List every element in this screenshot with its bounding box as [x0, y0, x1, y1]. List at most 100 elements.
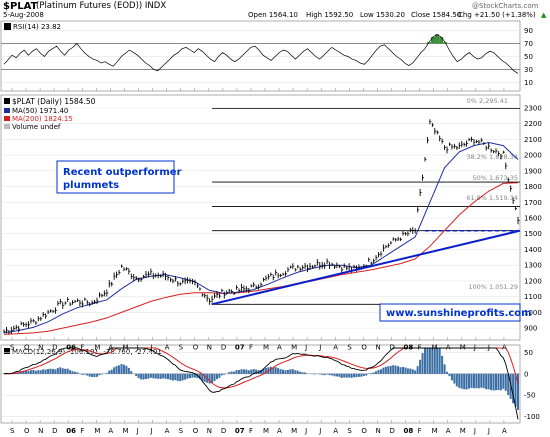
x-tick-label: A — [502, 427, 507, 435]
macd-histogram-bar — [414, 370, 417, 374]
macd-histogram — [5, 348, 519, 410]
macd-histogram-bar — [404, 367, 407, 374]
macd-histogram-bar — [176, 373, 179, 381]
macd-histogram-bar — [215, 373, 218, 380]
macd-histogram-bar — [120, 363, 123, 374]
macd-histogram-bar — [282, 369, 285, 374]
macd-histogram-bar — [277, 368, 280, 374]
macd-histogram-bar — [108, 370, 111, 374]
macd-histogram-bar — [211, 373, 214, 383]
x-tick-label-mid: N — [375, 344, 380, 352]
x-tick-label-mid: M — [122, 344, 128, 352]
volume-legend-swatch — [4, 124, 10, 129]
rsi-y-axis: 90 70 50 30 10 — [524, 27, 533, 87]
rsi-tick-label: 50 — [524, 53, 533, 61]
macd-histogram-bar — [433, 348, 436, 374]
macd-histogram-bar — [419, 359, 422, 374]
rsi-panel: RSI(14) 23.82 90 70 50 30 10 — [0, 20, 533, 92]
x-tick-label-mid: A — [333, 344, 338, 352]
macd-histogram-bar — [389, 365, 392, 374]
macd-histogram-bar — [125, 365, 128, 374]
x-tick-label: F — [80, 427, 84, 435]
x-tick-label: S — [10, 427, 15, 435]
macd-histogram-bar — [460, 373, 463, 389]
macd-histogram-bar — [468, 373, 471, 389]
chart-header: $PLAT (Platinum Futures (EOD)) INDX 5-Au… — [3, 1, 547, 19]
macd-histogram-bar — [492, 373, 495, 391]
macd-histogram-bar — [507, 373, 510, 396]
macd-histogram-bar — [499, 373, 502, 391]
price-tick-label: 2100 — [524, 136, 542, 144]
macd-histogram-bar — [88, 373, 91, 377]
x-tick-label: J — [136, 427, 139, 435]
macd-histogram-bar — [340, 373, 343, 378]
rsi-frame — [0, 20, 521, 92]
macd-histogram-bar — [353, 373, 356, 378]
macd-histogram-bar — [485, 373, 488, 390]
macd-histogram-bar — [64, 368, 67, 374]
macd-histogram-bar — [455, 373, 458, 387]
macd-histogram-bar — [91, 373, 94, 377]
x-tick-label-mid: O — [361, 344, 367, 352]
macd-histogram-bar — [448, 373, 451, 377]
macd-histogram-bar — [348, 373, 351, 378]
macd-histogram-bar — [502, 373, 505, 389]
rsi-overbought-area — [439, 37, 444, 44]
ma200-legend-swatch — [4, 116, 10, 121]
change-value: Chg +21.50 (+1.38%) — [458, 11, 536, 19]
macd-histogram-bar — [127, 367, 130, 374]
up-arrow-icon: ▲ — [541, 11, 547, 19]
macd-histogram-bar — [274, 367, 277, 374]
x-tick-label-mid: D — [390, 344, 395, 352]
x-tick-label-mid: J — [487, 344, 490, 352]
price-legend: $PLAT (Daily) 1584.50 MA(50) 1971.40 MA(… — [4, 97, 96, 131]
x-tick-label-mid: 06 — [66, 344, 76, 352]
ma50-legend-swatch — [4, 108, 10, 113]
macd-histogram-bar — [284, 370, 287, 374]
rsi-tick-label: 10 — [524, 79, 533, 87]
x-tick-label-mid: N — [207, 344, 212, 352]
price-tick-label: 1100 — [524, 293, 542, 301]
macd-histogram-bar — [443, 364, 446, 374]
macd-histogram-bar — [159, 373, 162, 379]
macd-histogram-bar — [377, 370, 380, 374]
macd-histogram-bar — [441, 355, 444, 374]
macd-histogram-bar — [220, 373, 223, 376]
x-tick-label-mid: F — [418, 344, 422, 352]
x-tick-label-mid: S — [179, 344, 184, 352]
macd-histogram-bar — [294, 370, 297, 374]
macd-histogram-bar — [213, 373, 216, 382]
chart-date: 5-Aug-2008 — [3, 11, 44, 19]
macd-histogram-bar — [201, 373, 204, 381]
macd-histogram-bar — [130, 371, 133, 374]
macd-histogram-bar — [262, 368, 265, 374]
macd-histogram-bar — [230, 371, 233, 374]
x-tick-label: O — [361, 427, 367, 435]
x-tick-label-mid: D — [52, 344, 57, 352]
macd-histogram-bar — [375, 371, 378, 374]
macd-histogram-bar — [431, 348, 434, 374]
macd-histogram-bar — [382, 367, 385, 374]
price-tick-label: 1900 — [524, 167, 542, 175]
x-tick-label-mid: S — [10, 344, 15, 352]
macd-histogram-bar — [149, 373, 152, 378]
x-tick-label: S — [347, 427, 352, 435]
macd-histogram-bar — [387, 366, 390, 374]
macd-histogram-bar — [428, 348, 431, 374]
fib-100-label: 100% 1,051.29 — [468, 283, 518, 291]
callout-frame — [56, 160, 175, 194]
macd-histogram-bar — [326, 373, 329, 375]
macd-histogram-bar — [264, 367, 267, 374]
macd-histogram-bar — [299, 371, 302, 374]
rsi-legend-swatch — [4, 23, 11, 30]
x-tick-label-mid: F — [80, 344, 84, 352]
macd-histogram-bar — [436, 348, 439, 374]
price-frame — [0, 94, 521, 341]
fib-382-label: 38.2% 1,828.34 — [466, 153, 518, 161]
macd-histogram-bar — [416, 366, 419, 374]
macd-histogram-bar — [504, 373, 507, 391]
macd-histogram-bar — [122, 364, 125, 374]
x-tick-label: F — [418, 427, 422, 435]
price-panel: 2300 2200 2100 2000 1900 1800 1700 1600 1500 1400… — [0, 94, 542, 341]
macd-histogram-bar — [105, 373, 108, 374]
